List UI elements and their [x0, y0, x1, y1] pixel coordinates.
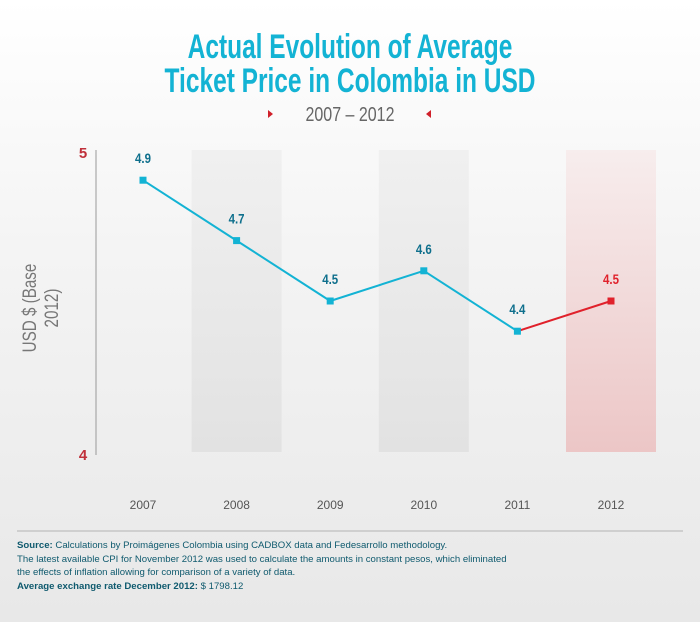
data-point: [420, 267, 428, 275]
data-label: 4.9: [135, 150, 151, 166]
data-label: 4.5: [322, 271, 338, 287]
x-tick-label: 2011: [504, 498, 530, 512]
triangle-right-icon: [268, 110, 273, 118]
line-segment: [236, 239, 331, 302]
line-chart: 5 4 2007 2008 2009 2010 2011 2012 4.9 4.7 4.5 4.6…: [79, 145, 656, 512]
rate-label: Average exchange rate December 2012:: [17, 580, 198, 592]
column-band: [378, 150, 469, 452]
data-label: 4.4: [509, 301, 526, 317]
y-tick-label: 5: [79, 145, 87, 162]
y-tick-label: 4: [79, 447, 88, 464]
data-label: 4.6: [416, 241, 432, 257]
x-tick-label: 2008: [223, 498, 250, 512]
title-line-1: Actual Evolution of Average: [187, 28, 513, 66]
source-text: Calculations by Proimágenes Colombia usi…: [52, 540, 448, 551]
column-band: [191, 150, 282, 452]
chart-title: Actual Evolution of Average Ticket Price…: [98, 30, 602, 98]
chart-subtitle: 2007 – 2012: [305, 104, 395, 126]
source-label: Source:: [17, 540, 53, 551]
x-tick-label: 2009: [317, 498, 344, 512]
line-segment: [423, 269, 518, 333]
line-segment: [517, 300, 612, 333]
line-segment: [329, 269, 425, 302]
rate-value: $ 1798.12: [197, 580, 244, 592]
x-tick-label: 2012: [598, 498, 625, 512]
data-point: [607, 297, 615, 305]
data-point: [326, 297, 334, 305]
cpi-note-2: the effects of inflation allowing for co…: [17, 567, 296, 578]
line-segment: [142, 179, 238, 242]
data-point: [513, 327, 521, 335]
data-label: 4.5: [603, 271, 619, 287]
divider: [17, 530, 683, 532]
y-axis-label: USD $ (Base 2012): [20, 263, 63, 353]
data-point: [139, 176, 147, 184]
footnotes: Source: Calculations by Proimágenes Colo…: [17, 539, 697, 593]
x-tick-label: 2007: [130, 498, 157, 512]
x-tick-label: 2010: [410, 498, 437, 512]
data-label: 4.7: [229, 210, 245, 226]
title-line-2: Ticket Price in Colombia in USD: [164, 62, 536, 100]
cpi-note-1: The latest available CPI for November 20…: [17, 553, 507, 565]
data-point: [233, 237, 241, 245]
triangle-left-icon: [426, 110, 431, 118]
